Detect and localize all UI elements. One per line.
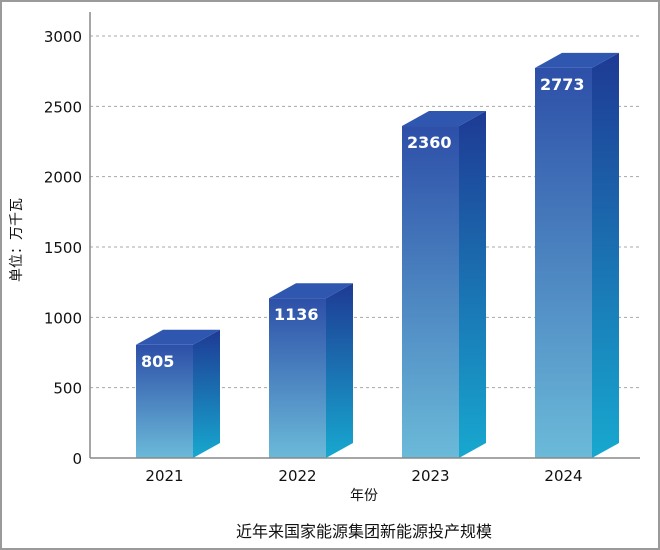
- x-tick-label: 2023: [411, 467, 449, 485]
- data-label: 1136: [274, 305, 319, 324]
- bar: [535, 67, 592, 458]
- bar: [269, 298, 326, 458]
- y-axis-label: 单位：万千瓦: [9, 198, 25, 282]
- bar-top: [402, 111, 486, 127]
- y-tick-label: 500: [53, 380, 82, 398]
- bar-top: [136, 329, 220, 345]
- y-tick-label: 2000: [44, 169, 82, 187]
- y-tick-label: 3000: [44, 28, 82, 46]
- bar-side: [193, 329, 220, 458]
- bar-side: [326, 283, 353, 458]
- bar: [136, 344, 193, 458]
- bar-side: [592, 52, 619, 458]
- chart-title: 近年来国家能源集团新能源投产规模: [236, 522, 492, 541]
- y-tick-label: 1500: [44, 239, 82, 257]
- data-label: 805: [141, 352, 174, 371]
- bar: [402, 126, 459, 458]
- x-tick-label: 2024: [544, 467, 582, 485]
- data-label: 2360: [407, 133, 452, 152]
- y-tick-label: 1000: [44, 309, 82, 327]
- data-label: 2773: [540, 75, 585, 94]
- bar-top: [535, 52, 619, 68]
- x-tick-label: 2022: [278, 467, 316, 485]
- y-tick-label: 2500: [44, 98, 82, 116]
- y-tick-label: 0: [72, 450, 82, 468]
- bar-side: [459, 111, 486, 458]
- x-tick-label: 2021: [145, 467, 183, 485]
- x-axis-label: 年份: [350, 488, 378, 504]
- bar-top: [269, 283, 353, 299]
